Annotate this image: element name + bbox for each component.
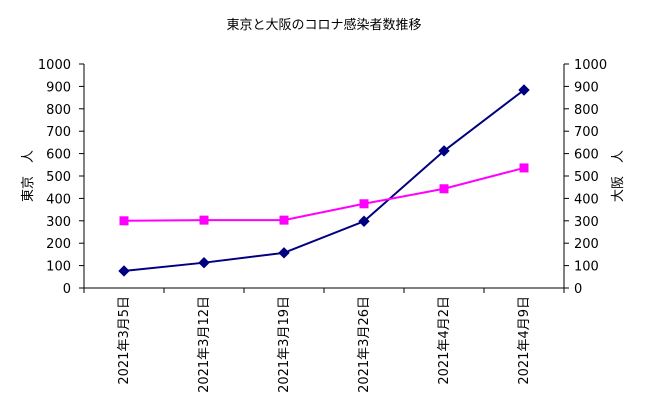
right-tick-label: 200: [574, 237, 599, 252]
data-point-square: [199, 215, 209, 225]
left-y-axis: 0 100 200 300 400 500 600 700 800 900 1000: [38, 58, 84, 297]
left-tick-label: 800: [46, 103, 71, 118]
data-point-square: [439, 184, 449, 194]
right-tick-label: 900: [574, 80, 599, 95]
data-point-square: [519, 163, 529, 173]
left-tick-label: 900: [46, 80, 71, 95]
x-tick-label: 2021年3月26日: [357, 296, 372, 393]
series-1: [118, 84, 530, 277]
left-tick-label: 600: [46, 148, 71, 163]
left-tick-label: 0: [63, 282, 71, 297]
left-tick-label: 1000: [38, 58, 71, 73]
data-point-diamond: [518, 84, 530, 96]
x-tick-label: 2021年3月19日: [277, 296, 292, 393]
x-tick-label: 2021年3月12日: [197, 296, 212, 393]
data-point-diamond: [278, 247, 290, 259]
right-tick-label: 700: [574, 125, 599, 140]
left-tick-label: 500: [46, 170, 71, 185]
data-point-square: [359, 199, 369, 209]
series-line: [123, 89, 525, 272]
series-line: [123, 166, 525, 222]
left-tick-label: 400: [46, 192, 71, 207]
left-tick-label: 100: [46, 260, 71, 275]
left-tick-label: 200: [46, 237, 71, 252]
data-point-diamond: [118, 265, 130, 277]
data-point-diamond: [198, 256, 210, 269]
left-tick-label: 700: [46, 125, 71, 140]
right-tick-label: 500: [574, 170, 599, 185]
right-tick-label: 0: [574, 282, 582, 297]
left-axis-label: 東京 人: [20, 150, 36, 202]
x-tick-label: 2021年4月2日: [437, 296, 452, 385]
data-point-diamond: [438, 145, 450, 157]
x-axis: 2021年3月5日 2021年3月12日 2021年3月19日 2021年3月26日 2…: [83, 288, 565, 393]
right-tick-label: 300: [574, 215, 599, 230]
data-point-diamond: [358, 215, 370, 227]
data-point-square: [279, 215, 289, 225]
x-tick-label: 2021年4月9日: [517, 296, 532, 385]
right-y-axis: 0 100 200 300 400 500 600 700 800 900 1000: [564, 58, 607, 297]
left-tick-label: 300: [46, 215, 71, 230]
series-layer: [118, 84, 530, 277]
right-axis-label: 大阪 人: [611, 150, 626, 202]
series-2: [119, 163, 529, 226]
right-tick-label: 1000: [574, 58, 607, 73]
right-tick-label: 400: [574, 192, 599, 207]
chart-title: 東京と大阪のコロナ感染者数推移: [226, 17, 421, 33]
x-tick-label: 2021年3月5日: [117, 296, 132, 385]
right-tick-label: 100: [574, 260, 599, 275]
right-tick-label: 600: [574, 148, 599, 163]
data-point-square: [119, 216, 129, 226]
right-tick-label: 800: [574, 103, 599, 118]
